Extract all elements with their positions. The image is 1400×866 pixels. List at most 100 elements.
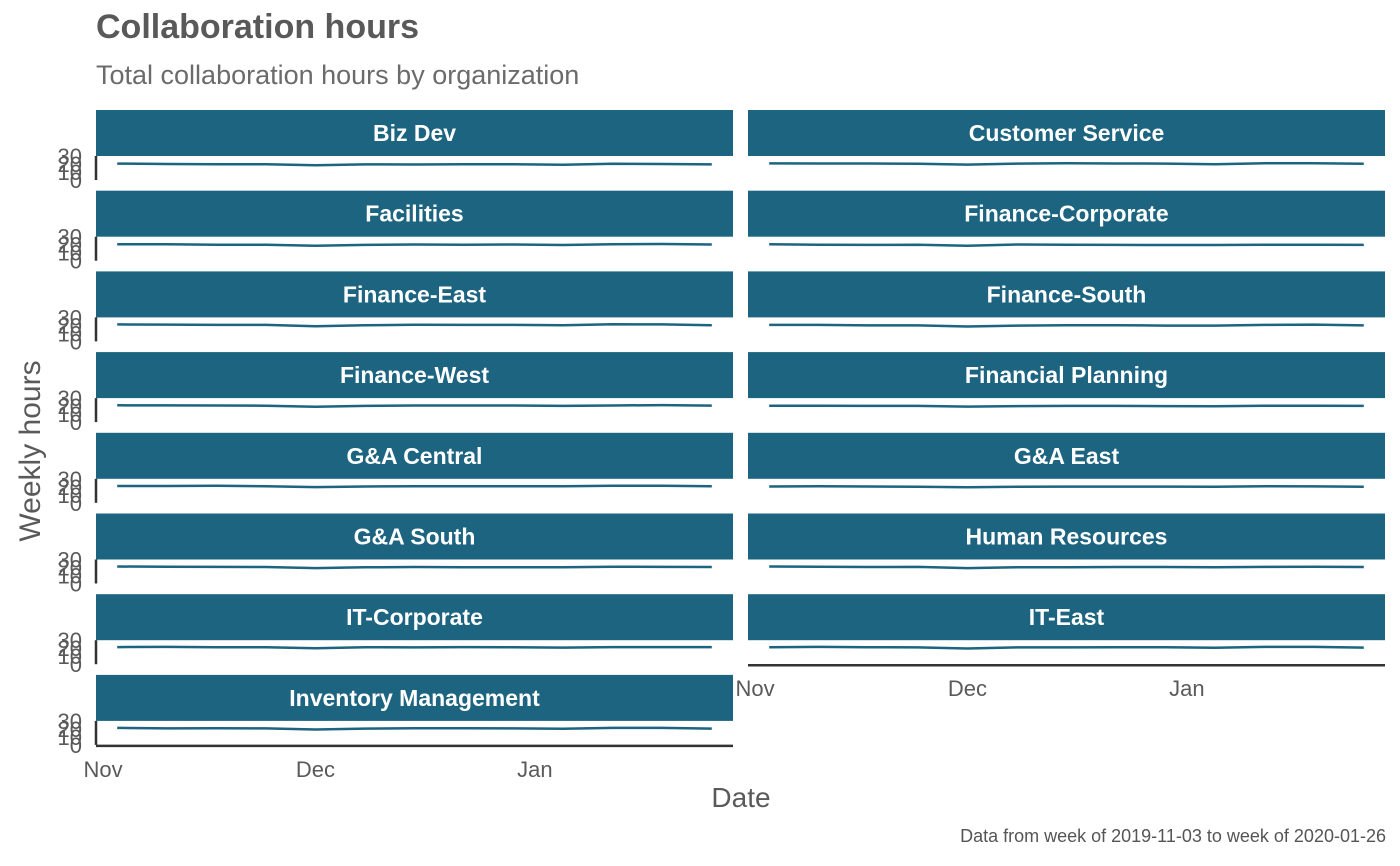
y-tick-label-finance-west-10: 10 xyxy=(58,402,82,427)
series-line-it-corporate xyxy=(117,645,712,650)
y-tick-label-it-corporate-0: 0 xyxy=(70,652,82,677)
panel-ganda-east: G&A East xyxy=(748,432,1385,489)
y-tick-label-biz-dev-20: 20 xyxy=(58,152,82,177)
y-tick-label-ganda-south-0: 0 xyxy=(70,572,82,597)
x-tick-label-it-east-dec: Dec xyxy=(948,676,987,701)
strip-finance-east xyxy=(96,271,733,318)
chart-caption: Data from week of 2019-11-03 to week of … xyxy=(960,826,1386,846)
y-tick-label-ganda-central-30: 30 xyxy=(58,467,82,492)
y-axis-title: Weekly hours xyxy=(14,360,47,541)
y-tick-label-biz-dev-30: 30 xyxy=(58,144,82,169)
series-line-finance-south xyxy=(769,323,1364,328)
strip-it-east xyxy=(748,594,1385,641)
y-tick-label-ganda-south-20: 20 xyxy=(58,556,82,581)
x-tick-label-inventory-management-jan: Jan xyxy=(517,757,552,782)
y-tick-label-ganda-central-0: 0 xyxy=(70,491,82,516)
y-tick-label-inventory-management-20: 20 xyxy=(58,717,82,742)
y-tick-label-finance-east-30: 30 xyxy=(58,305,82,330)
y-tick-label-biz-dev-10: 10 xyxy=(58,160,82,185)
y-tick-label-facilities-20: 20 xyxy=(58,233,82,258)
strip-label-customer-service: Customer Service xyxy=(969,120,1165,146)
y-tick-label-it-corporate-30: 30 xyxy=(58,628,82,653)
strip-it-corporate xyxy=(96,594,733,641)
strip-label-financial-planning: Financial Planning xyxy=(965,362,1168,388)
strip-label-human-resources: Human Resources xyxy=(966,524,1168,550)
panel-human-resources: Human Resources xyxy=(748,513,1385,570)
strip-human-resources xyxy=(748,513,1385,560)
strip-ganda-central xyxy=(96,432,733,479)
strip-label-ganda-east: G&A East xyxy=(1014,443,1120,469)
strip-ganda-east xyxy=(748,432,1385,479)
series-line-customer-service xyxy=(769,161,1364,166)
panel-finance-south: Finance-South xyxy=(748,271,1385,328)
series-line-ganda-central xyxy=(117,484,712,489)
series-line-inventory-management xyxy=(117,726,712,731)
series-line-facilities xyxy=(117,242,712,247)
series-line-finance-corporate xyxy=(769,242,1364,248)
x-axis-title: Date xyxy=(711,782,770,813)
y-tick-label-finance-east-10: 10 xyxy=(58,321,82,346)
panel-financial-planning: Financial Planning xyxy=(748,352,1385,408)
series-line-it-east xyxy=(769,645,1364,650)
strip-label-finance-west: Finance-West xyxy=(340,362,489,388)
y-tick-label-it-corporate-20: 20 xyxy=(58,636,82,661)
series-line-ganda-south xyxy=(117,565,712,570)
strip-inventory-management xyxy=(96,674,733,721)
panel-customer-service: Customer Service xyxy=(748,110,1385,166)
strip-label-ganda-south: G&A South xyxy=(354,524,476,550)
y-tick-label-inventory-management-30: 30 xyxy=(58,709,82,734)
strip-finance-west xyxy=(96,352,733,399)
series-line-finance-west xyxy=(117,403,712,408)
y-tick-label-facilities-30: 30 xyxy=(58,225,82,250)
strip-facilities xyxy=(96,190,733,237)
x-tick-label-it-east-jan: Jan xyxy=(1169,676,1204,701)
strip-label-it-east: IT-East xyxy=(1029,604,1105,630)
panel-finance-corporate: Finance-Corporate xyxy=(748,190,1385,248)
y-tick-label-inventory-management-0: 0 xyxy=(70,733,82,758)
y-tick-label-finance-east-0: 0 xyxy=(70,329,82,354)
strip-label-facilities: Facilities xyxy=(365,201,463,227)
strip-label-biz-dev: Biz Dev xyxy=(373,120,456,146)
panel-it-east: IT-East Nov Dec Jan xyxy=(736,594,1385,701)
strip-biz-dev xyxy=(96,110,733,156)
series-line-financial-planning xyxy=(769,404,1364,408)
strip-label-finance-corporate: Finance-Corporate xyxy=(964,201,1168,227)
strip-label-ganda-central: G&A Central xyxy=(347,443,483,469)
strip-label-finance-south: Finance-South xyxy=(987,281,1147,307)
y-tick-label-ganda-south-30: 30 xyxy=(58,548,82,573)
y-tick-label-finance-west-0: 0 xyxy=(70,410,82,435)
y-tick-label-facilities-0: 0 xyxy=(70,249,82,274)
strip-customer-service xyxy=(748,110,1385,156)
x-tick-label-it-east-nov: Nov xyxy=(736,676,775,701)
y-tick-label-finance-west-30: 30 xyxy=(58,386,82,411)
y-tick-label-facilities-10: 10 xyxy=(58,241,82,266)
strip-label-it-corporate: IT-Corporate xyxy=(346,604,483,630)
y-tick-label-finance-west-20: 20 xyxy=(58,394,82,419)
chart-subtitle: Total collaboration hours by organizatio… xyxy=(96,60,580,90)
strip-finance-south xyxy=(748,271,1385,318)
strip-ganda-south xyxy=(96,513,733,560)
y-tick-label-ganda-central-20: 20 xyxy=(58,475,82,500)
y-tick-label-ganda-central-10: 10 xyxy=(58,483,82,508)
series-line-finance-east xyxy=(117,323,712,328)
y-tick-label-biz-dev-0: 0 xyxy=(70,168,82,193)
strip-label-inventory-management: Inventory Management xyxy=(289,685,540,711)
series-line-biz-dev xyxy=(117,162,712,167)
x-tick-label-inventory-management-nov: Nov xyxy=(84,757,123,782)
y-tick-label-it-corporate-10: 10 xyxy=(58,644,82,669)
series-line-ganda-east xyxy=(769,484,1364,489)
x-tick-label-inventory-management-dec: Dec xyxy=(296,757,335,782)
strip-label-finance-east: Finance-East xyxy=(343,281,486,307)
chart-title: Collaboration hours xyxy=(96,8,419,46)
strip-financial-planning xyxy=(748,352,1385,399)
